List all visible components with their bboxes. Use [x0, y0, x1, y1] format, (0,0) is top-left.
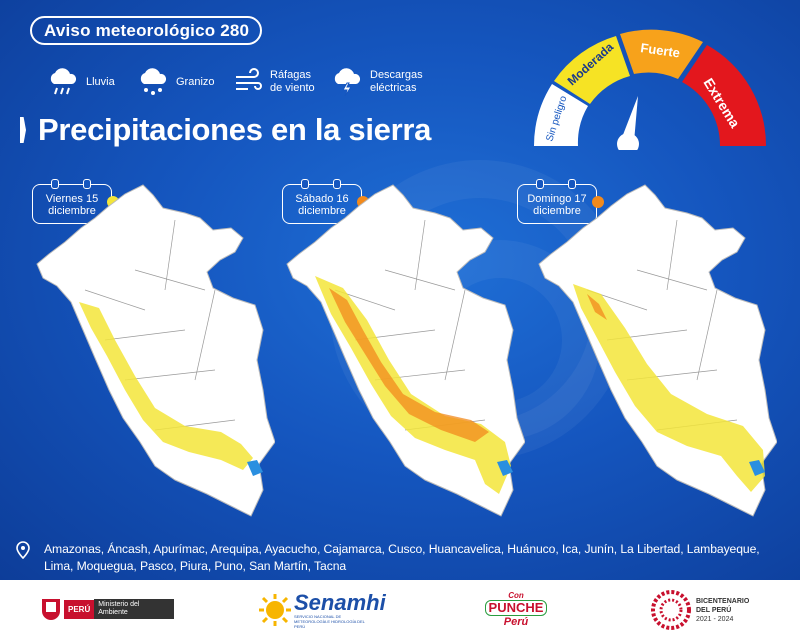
senamhi-name: Senamhi	[294, 589, 386, 615]
location-pin-icon	[16, 541, 30, 559]
lake-titicaca-icon	[247, 460, 263, 476]
title-row: Precipitaciones en la sierra	[20, 110, 431, 150]
gauge-segment-none	[533, 84, 588, 146]
intensity-dot	[592, 196, 604, 208]
strong-zone	[329, 288, 489, 442]
legend-wind: Ráfagas de viento	[234, 64, 324, 100]
moderate-zone	[573, 284, 765, 492]
campaign-peru: Perú	[503, 615, 529, 628]
gauge-label-strong: Fuerte	[640, 40, 681, 60]
minam-logo: PERÚ Ministerio del Ambiente	[40, 596, 175, 622]
bicentenario-label: BICENTENARIO	[696, 597, 750, 605]
page-title: Precipitaciones en la sierra	[38, 112, 432, 147]
day-label-sunday: Domingo 17 diciembre	[517, 179, 604, 224]
warning-number-badge: Aviso meteorológico 280	[30, 16, 262, 45]
senamhi-logo: Senamhi SERVICIO NACIONAL DE METEOROLOGÍ…	[258, 588, 386, 632]
day-month: diciembre	[48, 205, 96, 217]
peru-map-saturday	[286, 184, 525, 517]
rain-cloud-icon	[50, 68, 77, 95]
hail-cloud-icon	[140, 68, 167, 95]
senamhi-subtitle: SERVICIO NACIONAL DE METEOROLOGÍA E HIDR…	[294, 613, 365, 629]
lake-titicaca-icon	[749, 460, 765, 476]
wind-gust-icon	[236, 68, 262, 90]
legend-label: Lluvia	[86, 75, 115, 88]
day-name: Sábado 16	[295, 193, 349, 205]
bicentenario-country: DEL PERÚ	[696, 606, 732, 614]
bicentenario-logo: BICENTENARIO DEL PERÚ 2021 - 2024	[650, 588, 749, 632]
gauge-segment-strong	[620, 29, 703, 79]
lake-titicaca-icon	[497, 460, 513, 476]
day-label-saturday: Sábado 16 diciembre	[282, 179, 369, 224]
day-month: diciembre	[533, 205, 581, 217]
lightning-cloud-icon	[334, 68, 361, 97]
legend-lightning: Descargas eléctricas	[330, 64, 430, 100]
moderate-zone	[315, 276, 511, 494]
legend-rain: Lluvia	[46, 64, 115, 100]
gauge-segment-extreme	[682, 45, 767, 146]
legend-label: Descargas eléctricas	[370, 69, 423, 94]
bicentenario-years: 2021 - 2024	[696, 615, 734, 623]
peru-shield-icon	[42, 599, 60, 620]
legend-label: Granizo	[176, 75, 215, 88]
day-name: Viernes 15	[45, 193, 99, 205]
day-month: diciembre	[298, 205, 346, 217]
moderate-zone	[79, 302, 253, 470]
campaign-con: Con	[508, 590, 524, 600]
warning-panel: Aviso meteorológico 280 Lluvia Granizo R…	[0, 0, 800, 580]
day-label-friday: Viernes 15 diciembre	[32, 179, 119, 224]
peru-map-friday	[36, 184, 275, 517]
title-arrow-icon	[20, 117, 26, 143]
danger-gauge: Sin peligro Moderada Fuerte Extrema	[533, 29, 767, 150]
ministry-label: Ministerio del Ambiente	[94, 599, 175, 619]
con-punche-peru-logo: Con PUNCHE Perú	[476, 586, 556, 632]
affected-regions: Amazonas, Áncash, Apurímac, Arequipa, Ay…	[44, 542, 760, 573]
legend-label: Ráfagas de viento	[270, 69, 315, 94]
bicentenario-emblem-icon	[651, 590, 691, 630]
campaign-punche: PUNCHE	[484, 599, 548, 616]
peru-label: PERÚ	[64, 599, 95, 619]
gauge-needle-icon	[617, 96, 639, 150]
peru-map-sunday	[538, 184, 777, 517]
legend-hail: Granizo	[136, 64, 215, 100]
sun-icon	[259, 594, 291, 626]
day-name: Domingo 17	[527, 193, 587, 205]
strong-zone	[587, 294, 607, 320]
gauge-segment-moderate	[554, 36, 630, 104]
footer-logos: PERÚ Ministerio del Ambiente Senamhi SER…	[0, 580, 800, 638]
